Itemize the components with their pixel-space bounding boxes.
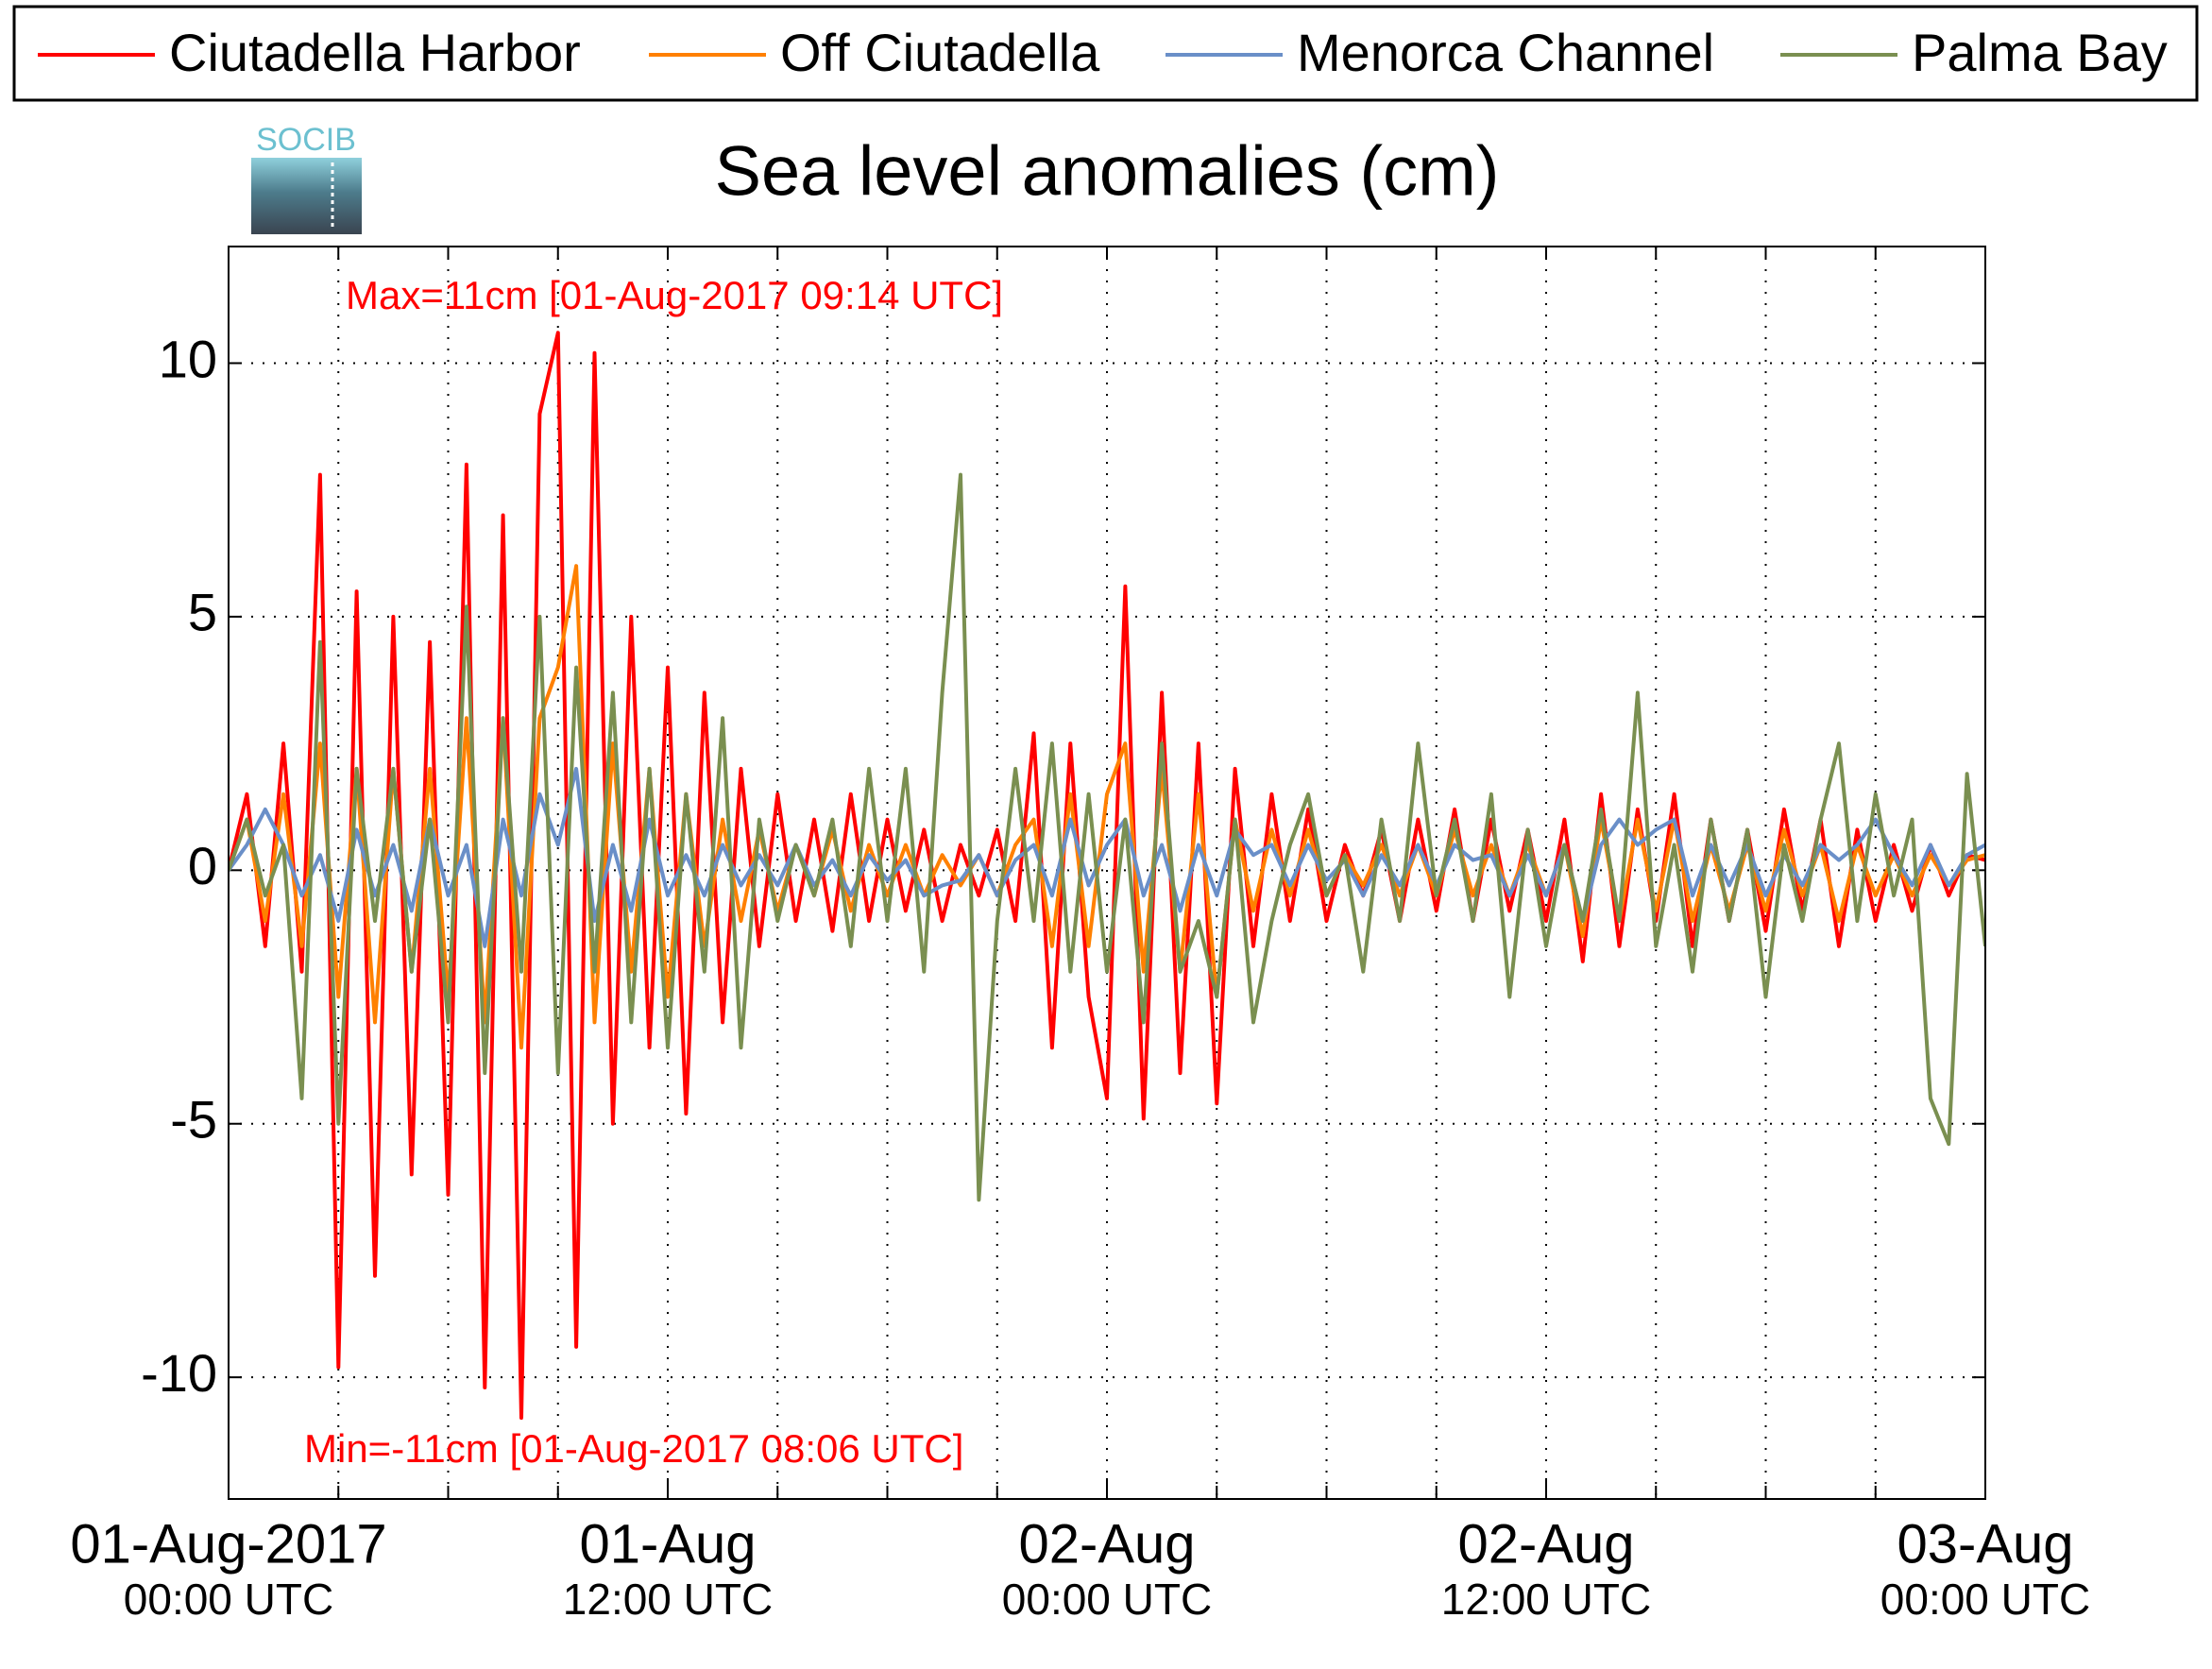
- x-tick-label: 00:00 UTC: [1880, 1575, 2090, 1624]
- series-line: [229, 766, 1985, 948]
- x-tick-label: 01-Aug: [579, 1513, 756, 1575]
- x-tick-label: 02-Aug: [1018, 1513, 1195, 1575]
- series-line: [229, 472, 1985, 1202]
- legend-label: Ciutadella Harbor: [169, 23, 581, 82]
- annotation: Min=-11cm [01-Aug-2017 08:06 UTC]: [304, 1426, 963, 1471]
- logo-text: SOCIB: [256, 122, 356, 158]
- chart-title: Sea level anomalies (cm): [715, 132, 1500, 211]
- x-tick-label: 02-Aug: [1457, 1513, 1634, 1575]
- legend-label: Palma Bay: [1912, 23, 2168, 82]
- x-tick-label: 00:00 UTC: [124, 1575, 333, 1624]
- y-tick-label: -10: [141, 1343, 217, 1403]
- plot-frame: [228, 246, 1986, 1500]
- x-tick-label: 12:00 UTC: [563, 1575, 773, 1624]
- x-tick-label: 12:00 UTC: [1441, 1575, 1651, 1624]
- y-tick-label: 10: [159, 329, 217, 388]
- logo-image: [251, 158, 362, 234]
- y-tick-label: -5: [170, 1090, 217, 1150]
- x-tick-label: 00:00 UTC: [1002, 1575, 1212, 1624]
- x-tick-label: 03-Aug: [1897, 1513, 2073, 1575]
- annotation: Max=11cm [01-Aug-2017 09:14 UTC]: [346, 273, 1003, 317]
- legend-label: Menorca Channel: [1297, 23, 1714, 82]
- series-line: [229, 564, 1985, 1050]
- y-tick-label: 0: [188, 836, 217, 895]
- legend-label: Off Ciutadella: [780, 23, 1100, 82]
- y-tick-label: 5: [188, 583, 217, 642]
- logo: SOCIB: [251, 122, 362, 234]
- series-line: [229, 331, 1985, 1421]
- x-tick-label: 01-Aug-2017: [70, 1513, 386, 1575]
